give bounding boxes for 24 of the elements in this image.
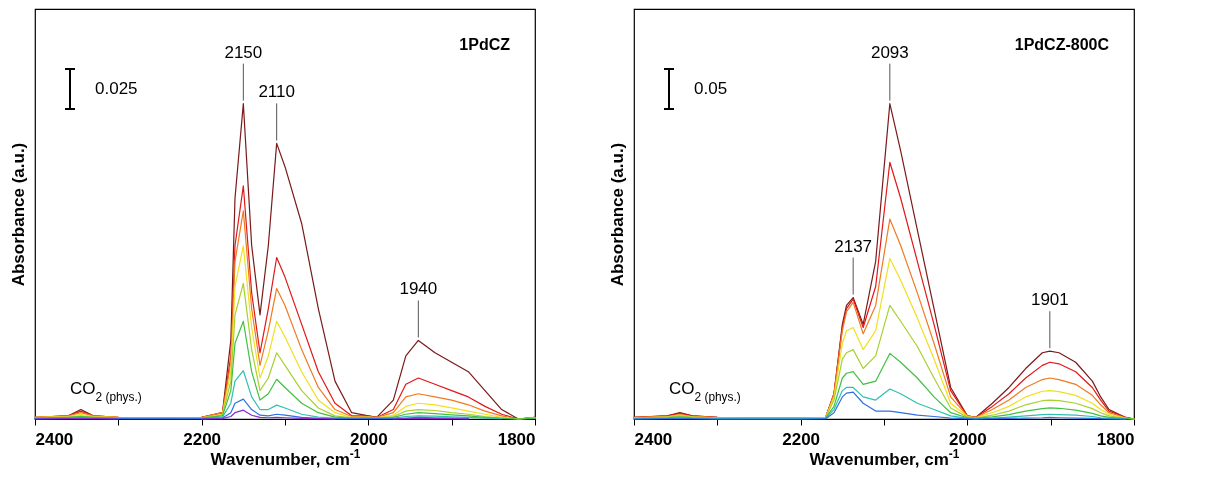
chart-title: 1PdCZ-800C (1014, 36, 1110, 53)
x-tick-label: 2000 (349, 429, 388, 449)
chart-title: 1PdCZ (459, 36, 511, 53)
annotation: 2137 (834, 236, 873, 256)
annotation: 2110 (258, 82, 295, 102)
x-tick-label: 2400 (35, 429, 74, 449)
x-tick-label: 1800 (1096, 429, 1135, 449)
annotation: 1901 (1030, 290, 1069, 310)
x-axis-title: Wavenumber, cm$^{-1}$ (809, 446, 960, 469)
annotation: 1940 (399, 279, 438, 299)
x-tick-label: 2200 (782, 429, 821, 449)
y-axis-title: Absorbance (a.u.) (8, 142, 28, 287)
x-tick-label: 2200 (183, 429, 222, 449)
text: 0.05 (694, 79, 728, 98)
x-tick-label: 1800 (497, 429, 536, 449)
x-axis-title: Wavenumber, cm$^{-1}$ (210, 446, 361, 469)
x-tick-label: 2000 (948, 429, 987, 449)
annotation: 2093 (870, 42, 909, 62)
annotation: CO$_{2 (phys.)}$ (70, 379, 142, 404)
text: 0.025 (95, 79, 138, 98)
annotation: 2150 (224, 42, 263, 62)
annotation: CO$_{2 (phys.)}$ (669, 379, 741, 404)
y-axis-title: Absorbance (a.u.) (607, 142, 627, 287)
x-tick-label: 2400 (634, 429, 673, 449)
